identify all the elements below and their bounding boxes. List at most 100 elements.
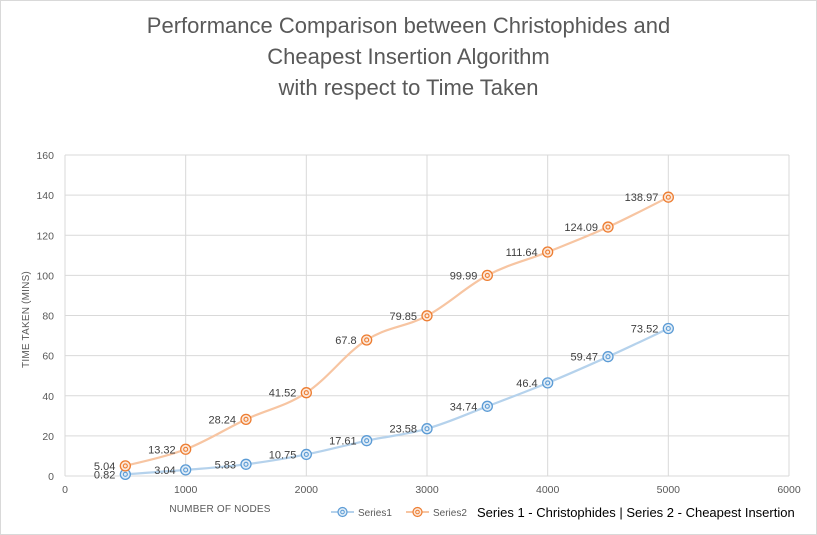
chart-title-line-1: Performance Comparison between Christoph… [146,13,671,38]
data-point [542,377,554,389]
legend-marker-series2 [412,506,423,518]
data-label: 59.47 [570,352,598,364]
data-point-inner [122,463,128,469]
x-tick-label: 2000 [295,484,319,496]
data-point-inner [484,403,490,409]
series-description-note: Series 1 - Christophides | Series 2 - Ch… [477,505,795,520]
data-point [180,464,192,476]
y-tick-label: 120 [36,230,54,242]
legend-item-series1: Series1 [331,506,392,519]
data-point [361,334,373,346]
data-label: 111.64 [506,247,538,259]
y-tick-label: 20 [42,431,54,443]
data-point [662,322,674,335]
chart-title-line-3: with respect to Time Taken [278,75,539,100]
data-point-inner [665,325,671,332]
data-label: 67.8 [335,335,356,347]
data-point-inner [665,194,671,200]
data-point-inner [424,426,430,432]
legend-marker-series1 [337,506,348,518]
data-label: 5.83 [215,459,236,471]
data-point [481,400,493,412]
data-point [602,221,614,233]
data-label: 28.24 [208,414,236,426]
data-point [180,443,192,455]
data-label: 10.75 [269,449,297,461]
series-layer: 0.82 3.04 5.83 10.75 17.61 23.58 34.74 46.4 59.4… [94,191,674,481]
data-point [300,387,312,399]
y-tick-label: 40 [42,391,54,403]
legend-marker-series1-inner [340,509,345,515]
data-point [361,435,373,447]
y-tick-label: 0 [48,471,54,483]
data-label: 73.52 [631,324,659,336]
data-label: 79.85 [389,311,417,323]
data-label: 124.09 [564,222,598,234]
x-tick-labels: 0 1000 2000 3000 4000 5000 6000 [62,484,801,496]
y-axis-title: TIME TAKEN (MINS) [21,271,32,368]
y-tick-labels: 0 20 40 60 80 100 120 140 160 [36,150,54,483]
data-label: 0.82 [94,469,115,481]
legend: Series1 Series2 [331,506,467,519]
data-point [421,310,433,322]
data-point-inner [605,354,611,360]
x-tick-label: 1000 [174,484,198,496]
data-point-inner [183,467,189,473]
data-point-inner [424,313,430,319]
series-line [125,327,669,476]
data-point [602,351,614,363]
data-label: 17.61 [329,436,357,448]
data-point-inner [605,224,611,230]
data-point-inner [303,451,309,457]
y-tick-label: 60 [42,351,54,363]
data-point-inner [243,461,249,467]
data-point [662,191,674,203]
legend-item-series2: Series2 [406,506,467,519]
x-tick-label: 0 [62,484,68,496]
data-point [481,269,493,282]
x-tick-label: 5000 [657,484,681,496]
y-tick-label: 140 [36,190,54,202]
data-point-inner [183,446,189,452]
data-point [240,458,252,470]
data-label: 99.99 [450,270,478,282]
x-axis-title: NUMBER OF NODES [169,504,270,515]
chart-title-line-2: Cheapest Insertion Algorithm [267,44,550,69]
data-point-inner [122,471,128,477]
data-point-inner [303,390,309,396]
data-point [421,423,433,435]
data-label: 46.4 [516,378,537,390]
series-2: 5.04 13.32 28.24 41.52 67.8 79.85 99.99 111.64 1… [94,191,674,473]
series-1: 0.82 3.04 5.83 10.75 17.61 23.58 34.74 46.4 59.4… [94,322,674,481]
legend-marker-series2-inner [415,509,420,515]
y-tick-label: 80 [42,311,54,323]
data-point [119,460,131,472]
data-point-inner [545,380,551,386]
legend-label-series2: Series2 [433,508,467,519]
data-point [300,448,312,461]
data-point-inner [364,438,370,444]
x-tick-label: 6000 [777,484,801,496]
series-line [125,196,669,467]
data-label: 34.74 [450,401,478,413]
data-point [240,413,252,425]
data-point-inner [364,337,370,343]
grid-lines [64,154,790,477]
data-point-inner [484,272,490,278]
x-tick-label: 3000 [415,484,439,496]
data-label: 23.58 [389,424,417,436]
data-label: 3.04 [154,465,175,477]
data-point-inner [545,249,551,255]
legend-label-series1: Series1 [358,508,392,519]
x-tick-label: 4000 [536,484,560,496]
chart-title: Performance Comparison between Christoph… [0,10,817,103]
y-tick-label: 100 [36,270,54,282]
data-label: 138.97 [625,192,659,204]
data-point-inner [243,416,249,422]
data-label: 13.32 [148,444,176,456]
data-label: 41.52 [269,388,297,400]
data-label: 5.04 [94,461,115,473]
y-tick-label: 160 [36,150,54,162]
